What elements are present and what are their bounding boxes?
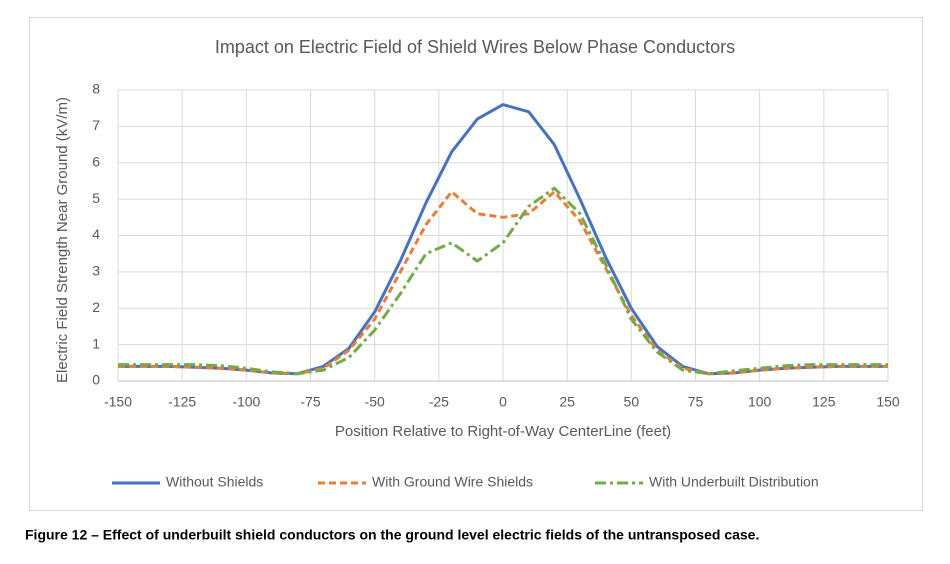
x-tick-label: -100 <box>232 394 260 410</box>
x-tick-label: -50 <box>365 394 385 410</box>
y-tick-label: 4 <box>92 226 100 242</box>
x-tick-label: 25 <box>559 394 575 410</box>
x-tick-label: 150 <box>876 394 900 410</box>
x-tick-label: 50 <box>624 394 640 410</box>
x-tick-label: 75 <box>688 394 704 410</box>
y-tick-label: 6 <box>92 153 100 169</box>
chart-title: Impact on Electric Field of Shield Wires… <box>215 37 735 57</box>
x-tick-label: -125 <box>168 394 196 410</box>
y-tick-label: 2 <box>92 299 100 315</box>
x-tick-label: 100 <box>748 394 772 410</box>
y-tick-label: 0 <box>92 372 100 388</box>
series-line <box>118 190 888 376</box>
chart-frame <box>29 17 923 511</box>
x-tick-label: 0 <box>499 394 507 410</box>
legend-label: Without Shields <box>166 474 263 490</box>
y-axis-label: Electric Field Strength Near Ground (kV/… <box>54 97 71 383</box>
legend-label: With Ground Wire Shields <box>372 474 533 490</box>
y-tick-label: 1 <box>92 335 100 351</box>
y-tick-label: 7 <box>92 117 100 133</box>
series-line <box>118 186 888 376</box>
y-tick-label: 3 <box>92 263 100 279</box>
x-tick-label: 125 <box>812 394 836 410</box>
x-axis-label: Position Relative to Right-of-Way Center… <box>335 423 671 440</box>
caption: Figure 12 – Effect of underbuilt shield … <box>25 527 759 543</box>
series-line <box>118 103 888 376</box>
x-tick-label: -75 <box>300 394 320 410</box>
legend-label: With Underbuilt Distribution <box>649 474 819 490</box>
x-tick-label: -25 <box>429 394 449 410</box>
x-tick-label: -150 <box>104 394 132 410</box>
y-tick-label: 5 <box>92 190 100 206</box>
y-tick-label: 8 <box>92 81 100 97</box>
